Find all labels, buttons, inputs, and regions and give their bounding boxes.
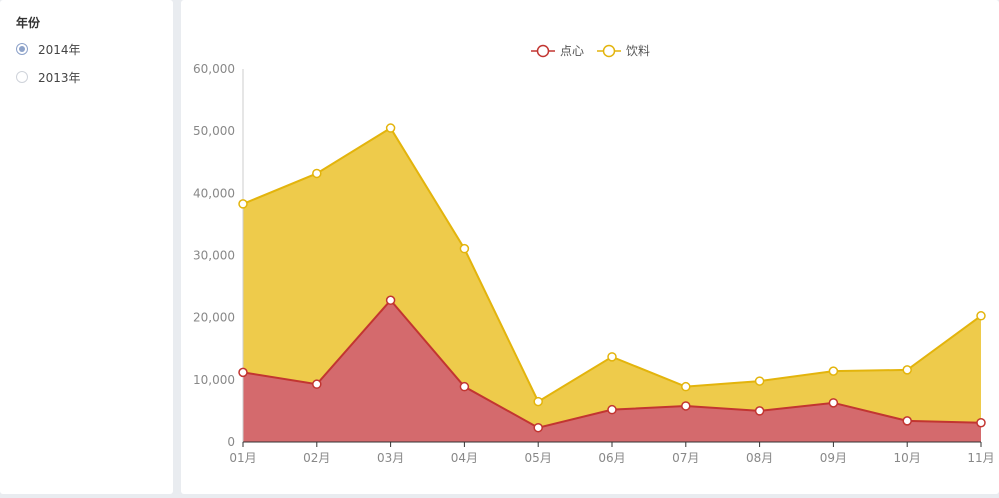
legend-item-snacks[interactable]: 点心: [531, 44, 584, 58]
x-tick-label: 03月: [377, 451, 404, 465]
stacked-area-chart: 0 10,000 20,000 30,000 40,000 50,000 60,000 01月…: [193, 44, 995, 465]
y-tick-label: 10,000: [193, 373, 235, 387]
data-point-snacks[interactable]: [238, 367, 248, 378]
data-point-drinks[interactable]: [238, 199, 248, 209]
x-tick-label: 11月: [967, 451, 994, 465]
x-tick-label: 07月: [672, 451, 699, 465]
data-point-snacks[interactable]: [681, 401, 691, 411]
y-tick-label: 40,000: [193, 186, 235, 200]
data-point-snacks[interactable]: [312, 379, 322, 389]
series-snacks-area: [243, 300, 981, 442]
data-point-drinks[interactable]: [312, 168, 322, 179]
data-point-snacks[interactable]: [385, 295, 396, 306]
data-point-snacks[interactable]: [754, 406, 765, 416]
x-tick-label: 01月: [229, 451, 256, 465]
y-tick-label: 0: [227, 435, 235, 449]
x-tick-label: 09月: [820, 451, 847, 465]
data-point-drinks[interactable]: [459, 243, 470, 254]
y-tick-label: 50,000: [193, 124, 235, 138]
legend-label: 点心: [560, 44, 584, 58]
x-tick-label: 10月: [894, 451, 921, 465]
x-tick-label: 02月: [303, 451, 330, 465]
data-point-drinks[interactable]: [533, 396, 543, 407]
data-point-drinks[interactable]: [828, 366, 839, 376]
legend-circle-icon: [602, 44, 616, 58]
data-point-snacks[interactable]: [459, 381, 470, 392]
radio-option-2014[interactable]: 2014年: [16, 40, 81, 58]
y-tick-label: 60,000: [193, 62, 235, 76]
series-drinks-area: [243, 128, 981, 428]
data-point-drinks[interactable]: [902, 365, 912, 375]
data-point-drinks[interactable]: [754, 376, 765, 386]
x-tick-label: 06月: [598, 451, 625, 465]
data-point-snacks[interactable]: [828, 398, 839, 408]
data-point-snacks[interactable]: [902, 416, 912, 426]
legend-item-drinks[interactable]: 饮料: [597, 44, 650, 58]
legend-circle-icon: [536, 44, 550, 58]
data-point-drinks[interactable]: [681, 381, 691, 392]
data-point-drinks[interactable]: [385, 123, 396, 133]
data-point-snacks[interactable]: [533, 422, 543, 433]
data-point-snacks[interactable]: [976, 417, 986, 428]
year-filter-title: 年份: [16, 16, 41, 30]
chart-panel: 0 10,000 20,000 30,000 40,000 50,000 60,000 01月…: [181, 0, 999, 494]
x-tick-label: 05月: [525, 451, 552, 465]
y-tick-label: 20,000: [193, 311, 235, 325]
radio-label-2014: 2014年: [38, 42, 81, 57]
radio-option-2013[interactable]: 2013年: [16, 68, 81, 86]
data-point-snacks[interactable]: [607, 404, 617, 415]
radio-unchecked-icon[interactable]: [16, 71, 28, 83]
radio-checked-icon[interactable]: [16, 43, 28, 55]
y-tick-label: 30,000: [193, 249, 235, 263]
data-point-drinks[interactable]: [607, 352, 617, 362]
legend-label: 饮料: [626, 44, 650, 58]
x-tick-label: 04月: [451, 451, 478, 465]
radio-label-2013: 2013年: [38, 70, 81, 85]
x-tick-label: 08月: [746, 451, 773, 465]
year-filter-panel: 年份 2014年 2013年: [0, 0, 173, 494]
data-point-drinks[interactable]: [976, 311, 986, 321]
